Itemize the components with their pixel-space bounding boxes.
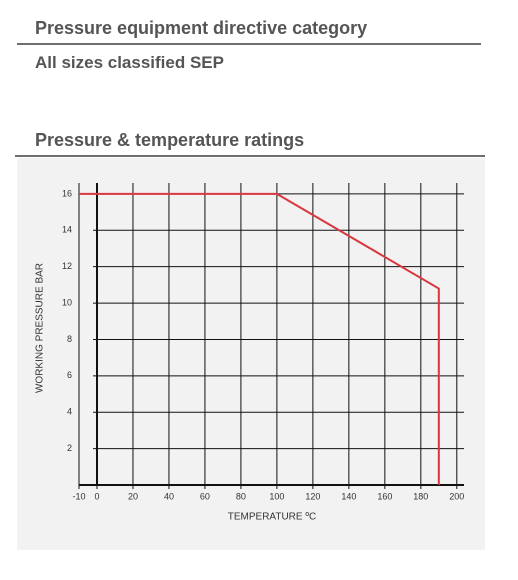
x-tick-label: 140	[341, 491, 356, 501]
x-tick-label: 60	[200, 491, 210, 501]
x-tick-label: 160	[377, 491, 392, 501]
y-tick-label: 16	[62, 188, 72, 198]
y-tick-label: 6	[67, 370, 72, 380]
x-tick-label: 80	[236, 491, 246, 501]
x-tick-label: 40	[164, 491, 174, 501]
y-tick-label: 2	[67, 443, 72, 453]
y-tick-label: 4	[67, 407, 72, 417]
data-line	[79, 192, 440, 485]
x-tick-label: 0	[94, 491, 99, 501]
y-tick-label: 10	[62, 297, 72, 307]
divider	[15, 155, 485, 157]
x-tick-label: -10	[72, 491, 85, 501]
y-tick-label: 8	[67, 334, 72, 344]
x-tick-label: 120	[305, 491, 320, 501]
chart: WORKING PRESSURE BAR TEMPERATURE ºC -10 0…	[35, 183, 464, 523]
y-tick-label: 14	[62, 225, 72, 235]
y-tick-label: 12	[62, 261, 72, 271]
x-tick-label: 20	[128, 491, 138, 501]
directive-text: All sizes classified SEP	[35, 53, 224, 72]
x-tick-label: 180	[413, 491, 428, 501]
x-tick-label: 200	[449, 491, 464, 501]
x-axis-label: TEMPERATURE ºC	[228, 512, 316, 523]
heading: Pressure equipment directive category	[35, 18, 368, 38]
heading: Pressure & temperature ratings	[35, 130, 305, 150]
y-axis-label: WORKING PRESSURE BAR	[35, 263, 46, 393]
divider	[17, 43, 481, 45]
chart-panel: WORKING PRESSURE BAR TEMPERATURE ºC -10 0…	[17, 158, 485, 550]
x-tick-label: 100	[269, 491, 284, 501]
